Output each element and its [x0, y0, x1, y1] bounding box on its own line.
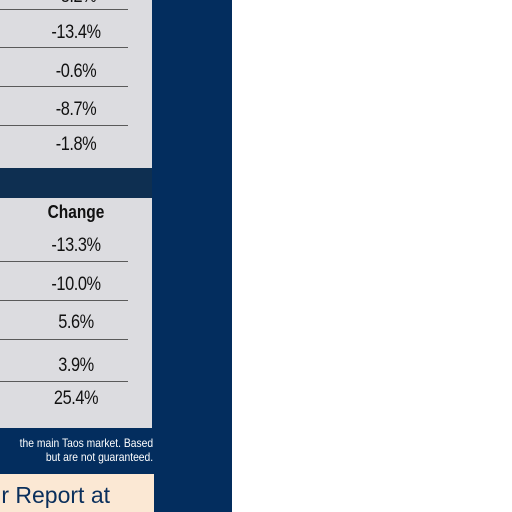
footnote-line-1: the main Taos market. Based — [19, 436, 154, 450]
footnote: the main Taos market. Based but are not … — [16, 436, 154, 464]
bottom-row-3: 3.9% — [58, 355, 94, 376]
row-divider — [0, 261, 128, 262]
top-row-1: -13.4% — [51, 22, 101, 43]
row-divider — [0, 381, 128, 382]
row-divider — [0, 86, 128, 87]
bottom-row-1: -10.0% — [51, 274, 101, 295]
row-divider — [0, 47, 128, 48]
change-column-header: Change — [47, 202, 105, 222]
footnote-line-2: but are not guaranteed. — [45, 450, 154, 464]
top-row-4: -1.8% — [55, 134, 97, 155]
bottom-values-card: Change -13.3% -10.0% 5.6% 3.9% 25.4% — [0, 198, 152, 428]
top-row-3: -8.7% — [55, 99, 97, 120]
bottom-row-4: 25.4% — [53, 388, 99, 409]
row-divider — [0, 339, 128, 340]
row-divider — [0, 300, 128, 301]
bottom-row-2: 5.6% — [58, 312, 94, 333]
report-callout-text: r Report at — [1, 482, 110, 508]
report-callout[interactable]: r Report at — [0, 474, 154, 512]
row-divider — [0, 125, 128, 126]
top-row-0: -8.2% — [11, 0, 142, 8]
row-divider — [0, 9, 128, 10]
top-row-2: -0.6% — [55, 61, 97, 82]
section-divider-bar — [0, 168, 152, 198]
bottom-row-0: -13.3% — [51, 235, 101, 256]
top-values-card: -8.2% -13.4% -0.6% -8.7% -1.8% — [0, 0, 152, 168]
